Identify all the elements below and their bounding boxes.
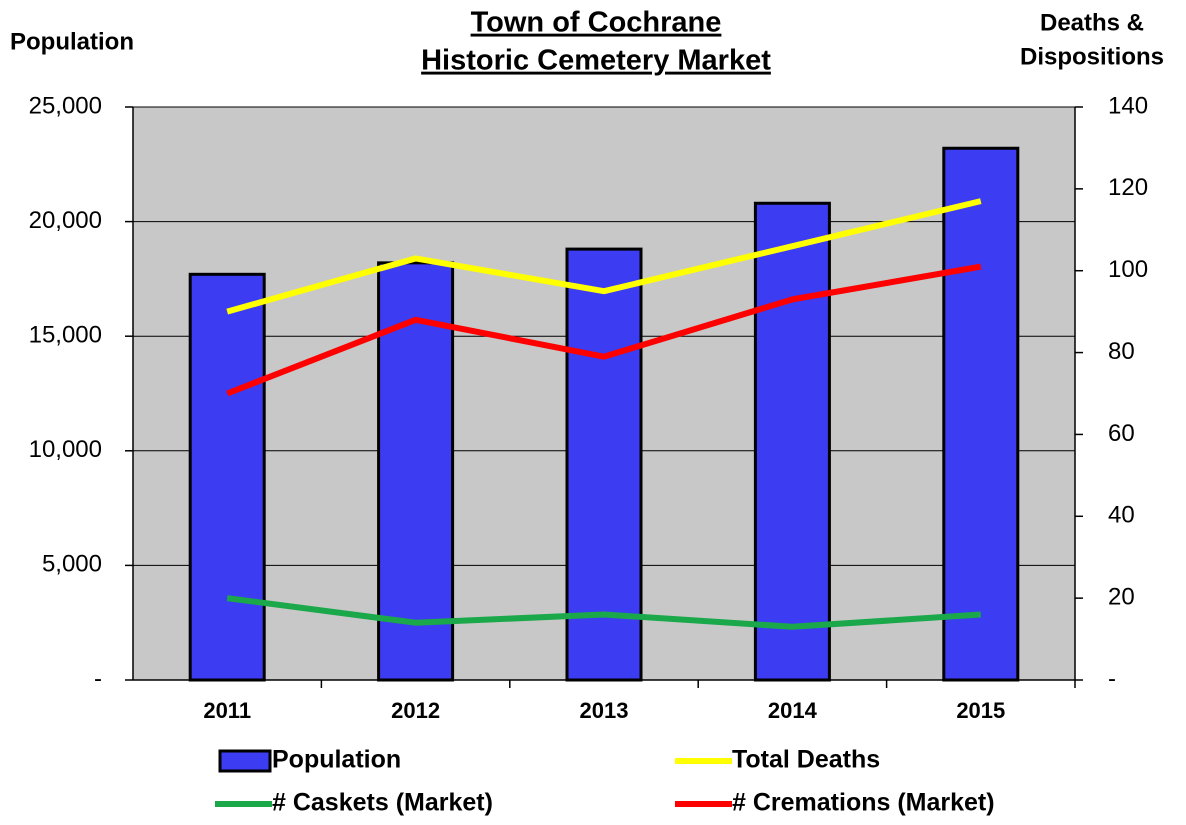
- y2-tick-label: 80: [1108, 338, 1135, 365]
- y-tick-label: 15,000: [29, 322, 102, 349]
- y2-tick-label: -: [1108, 665, 1116, 692]
- x-tick-label: 2014: [768, 698, 818, 723]
- y-tick-label: 10,000: [29, 436, 102, 463]
- line: [226, 595, 981, 630]
- x-tick-label: 2011: [203, 698, 251, 723]
- x-tick-label: 2013: [580, 698, 629, 723]
- y-tick-label: 20,000: [29, 207, 102, 234]
- y2-tick-label: 60: [1108, 420, 1135, 447]
- line: [226, 198, 982, 315]
- y2-axis-label: Deaths &: [1040, 9, 1144, 36]
- x-tick-label: 2012: [391, 698, 440, 723]
- x-tick-label: 2015: [956, 698, 1005, 723]
- y2-tick-label: 100: [1108, 256, 1148, 283]
- y-tick-label: 5,000: [42, 551, 102, 578]
- y-axis-label: Population: [10, 28, 134, 55]
- y2-tick-label: 140: [1108, 92, 1148, 119]
- legend-label: # Cremations (Market): [732, 789, 995, 817]
- y2-tick-label: 40: [1108, 502, 1135, 529]
- y-tick-label: 25,000: [29, 92, 102, 119]
- legend-label: Population: [272, 746, 401, 774]
- chart-title: Town of Cochrane: [471, 7, 722, 39]
- y2-tick-label: 120: [1108, 174, 1148, 201]
- bar: [942, 146, 1020, 682]
- y-tick-label: -: [94, 665, 102, 692]
- chart-title: Historic Cemetery Market: [421, 45, 771, 77]
- y2-tick-label: 20: [1108, 583, 1135, 610]
- legend-label: Total Deaths: [732, 746, 880, 774]
- line: [226, 263, 982, 397]
- bar: [753, 201, 831, 682]
- legend-swatch: [218, 749, 272, 773]
- y2-axis-label: Dispositions: [1020, 43, 1164, 70]
- legend-label: # Caskets (Market): [272, 789, 493, 817]
- bar: [565, 247, 643, 682]
- bar: [188, 272, 266, 682]
